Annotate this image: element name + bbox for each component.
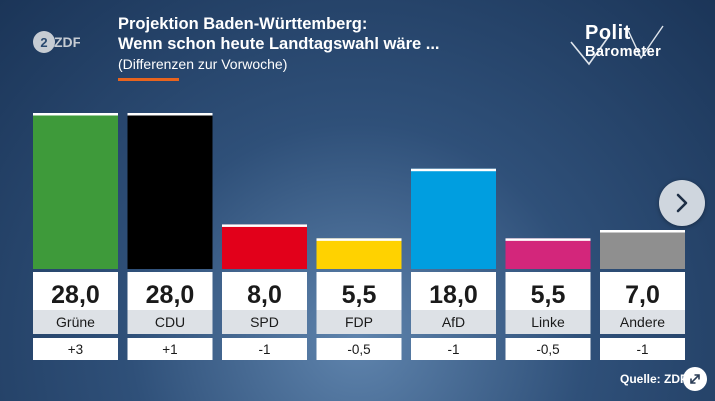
politbarometer-logo-line-2: Barometer bbox=[585, 44, 662, 60]
category-label-5: Linke bbox=[531, 314, 565, 330]
change-box-6 bbox=[600, 338, 685, 360]
zdf-logo: 2 ZDF bbox=[33, 31, 80, 53]
value-label-6: 7,0 bbox=[625, 281, 660, 309]
category-box-6 bbox=[600, 310, 685, 334]
source-label: Quelle: ZDF bbox=[620, 372, 688, 386]
checkmark-icon bbox=[570, 25, 664, 66]
page-subtitle: (Differenzen zur Vorwoche) bbox=[118, 56, 288, 72]
bar-0 bbox=[33, 113, 118, 269]
category-label-1: CDU bbox=[155, 314, 185, 330]
bar-5 bbox=[505, 238, 591, 269]
chevron-right-icon bbox=[676, 193, 688, 213]
value-label-5: 5,5 bbox=[531, 281, 566, 309]
value-box-0 bbox=[33, 272, 118, 310]
value-label-2: 8,0 bbox=[247, 281, 282, 309]
change-box-0 bbox=[33, 338, 118, 360]
politbarometer-logo-line-1: Polit bbox=[585, 22, 631, 44]
value-label-1: 28,0 bbox=[146, 281, 195, 309]
change-box-2 bbox=[222, 338, 307, 360]
zdf-logo-text: ZDF bbox=[54, 34, 80, 50]
bar-top-line-3 bbox=[316, 238, 402, 241]
page-title-line-2: Wenn schon heute Landtagswahl wäre ... bbox=[118, 35, 440, 53]
category-box-4 bbox=[411, 310, 496, 334]
change-label-2: -1 bbox=[258, 342, 270, 357]
change-label-5: -0,5 bbox=[536, 342, 559, 357]
category-box-1 bbox=[127, 310, 213, 334]
value-label-4: 18,0 bbox=[429, 281, 478, 309]
value-box-6 bbox=[600, 272, 685, 310]
page-title-line-1: Projektion Baden-Württemberg: bbox=[118, 15, 368, 33]
bar-1 bbox=[127, 113, 213, 269]
category-box-2 bbox=[222, 310, 307, 334]
category-label-2: SPD bbox=[250, 314, 279, 330]
category-box-0 bbox=[33, 310, 118, 334]
category-box-3 bbox=[316, 310, 402, 334]
svg-text:2: 2 bbox=[40, 35, 47, 50]
change-label-1: +1 bbox=[162, 342, 177, 357]
change-box-3 bbox=[316, 338, 402, 360]
bar-top-line-0 bbox=[33, 113, 118, 116]
change-box-5 bbox=[505, 338, 591, 360]
politbarometer-logo: Polit Barometer bbox=[567, 20, 677, 68]
value-box-4 bbox=[411, 272, 496, 310]
title-block: Projektion Baden-Württemberg: Wenn schon… bbox=[118, 14, 440, 73]
change-label-3: -0,5 bbox=[347, 342, 370, 357]
title-accent-bar bbox=[118, 78, 179, 81]
change-box-4 bbox=[411, 338, 496, 360]
bar-top-line-4 bbox=[411, 168, 496, 172]
change-label-6: -1 bbox=[636, 342, 648, 357]
category-box-5 bbox=[505, 310, 591, 334]
value-label-3: 5,5 bbox=[342, 281, 377, 309]
category-label-4: AfD bbox=[442, 314, 465, 330]
expand-icon bbox=[690, 374, 700, 384]
category-label-3: FDP bbox=[345, 314, 373, 330]
bar-4 bbox=[411, 168, 496, 269]
value-box-3 bbox=[316, 272, 402, 310]
bar-6 bbox=[600, 230, 685, 269]
category-label-6: Andere bbox=[620, 314, 665, 330]
value-box-1 bbox=[127, 272, 213, 310]
category-label-0: Grüne bbox=[56, 314, 95, 330]
change-box-1 bbox=[127, 338, 213, 360]
next-button[interactable] bbox=[659, 180, 705, 226]
change-label-0: +3 bbox=[68, 342, 83, 357]
value-box-2 bbox=[222, 272, 307, 310]
expand-button[interactable] bbox=[683, 367, 707, 391]
value-box-5 bbox=[505, 272, 591, 310]
bar-3 bbox=[316, 238, 402, 269]
bar-top-line-2 bbox=[222, 224, 307, 227]
bar-top-line-6 bbox=[600, 230, 685, 233]
value-label-0: 28,0 bbox=[51, 281, 100, 309]
change-label-4: -1 bbox=[447, 342, 459, 357]
bar-top-line-1 bbox=[127, 113, 213, 116]
bar-top-line-5 bbox=[505, 238, 591, 241]
bar-2 bbox=[222, 224, 307, 269]
